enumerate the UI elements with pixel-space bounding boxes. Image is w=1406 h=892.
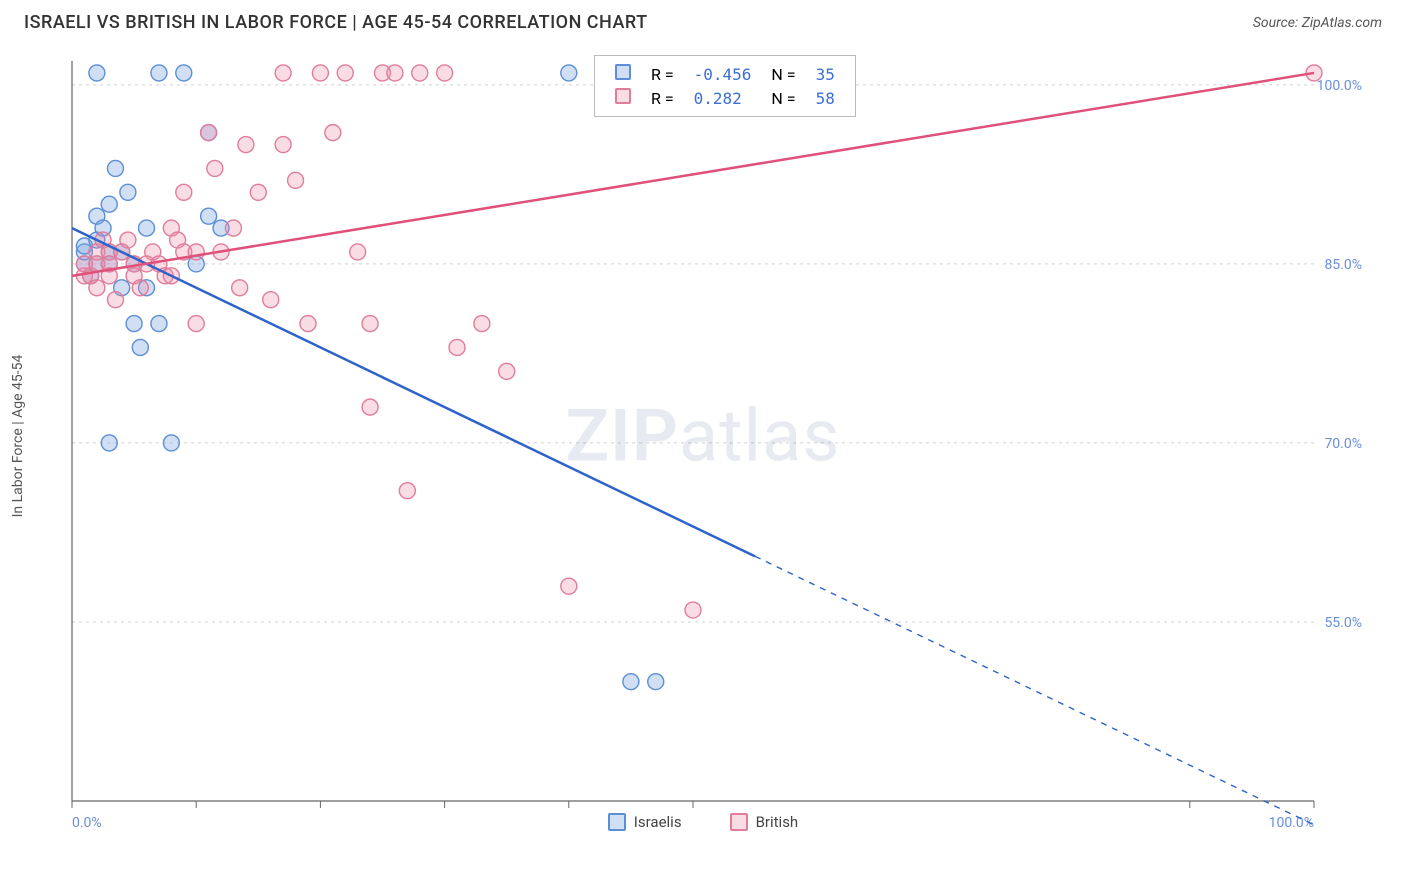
scatter-plot: 55.0% 70.0% 85.0% 100.0% 0.0% 100.0%	[24, 41, 1364, 831]
correlation-legend: R =-0.456 N =35 R =0.282 N =58	[594, 55, 856, 117]
svg-text:0.0%: 0.0%	[72, 815, 102, 831]
svg-text:70.0%: 70.0%	[1324, 436, 1362, 452]
correlation-chart: In Labor Force | Age 45-54 ZIPatlas 55.0…	[24, 41, 1382, 831]
svg-text:85.0%: 85.0%	[1324, 257, 1362, 273]
svg-text:100.0%: 100.0%	[1317, 78, 1362, 94]
svg-text:100.0%: 100.0%	[1269, 815, 1314, 831]
source-attribution: Source: ZipAtlas.com	[1253, 15, 1382, 31]
correlation-row: R =0.282 N =58	[605, 86, 845, 110]
svg-text:55.0%: 55.0%	[1324, 615, 1362, 631]
correlation-row: R =-0.456 N =35	[605, 62, 845, 86]
page-title: ISRAELI VS BRITISH IN LABOR FORCE | AGE …	[24, 12, 648, 33]
y-axis-label: In Labor Force | Age 45-54	[10, 355, 26, 518]
